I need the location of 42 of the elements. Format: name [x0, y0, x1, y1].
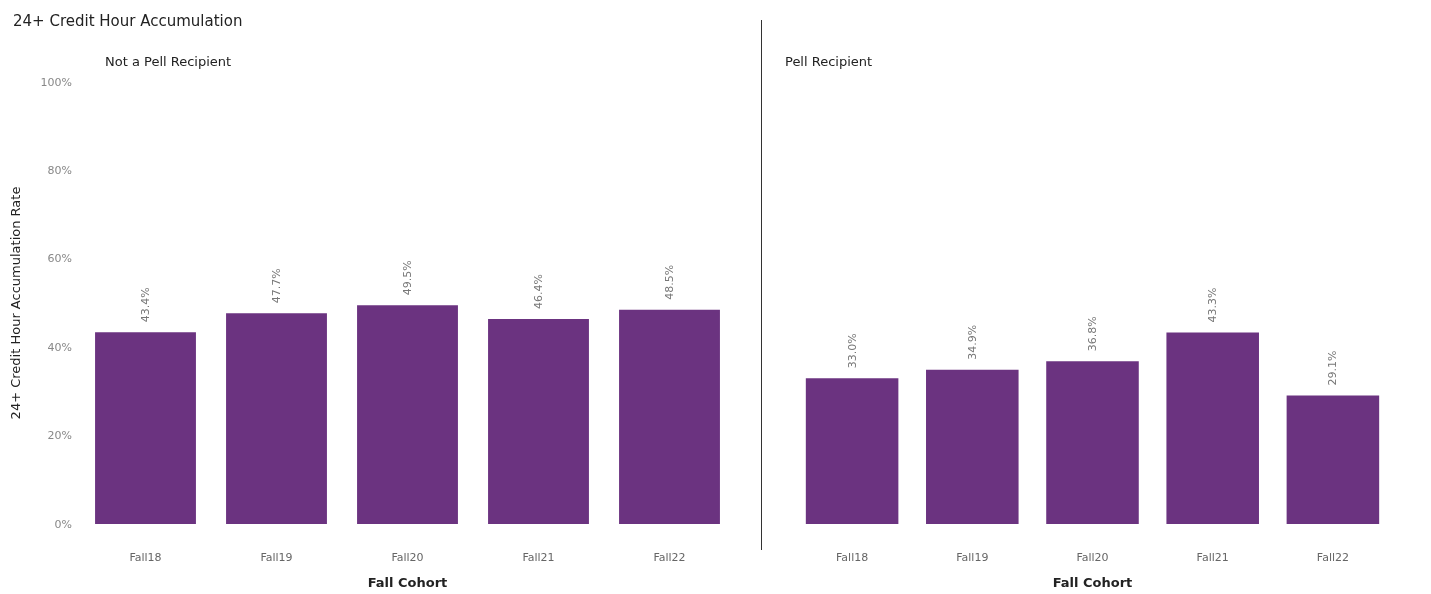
- y-tick-label: 80%: [47, 163, 72, 177]
- bar: [95, 332, 196, 524]
- chart-title: 24+ Credit Hour Accumulation: [13, 11, 243, 30]
- data-label: 36.8%: [1086, 316, 1099, 352]
- chart-subtitle: Pell Recipient: [785, 54, 873, 69]
- data-label: 48.5%: [663, 264, 676, 300]
- y-tick-label: 40%: [47, 340, 72, 354]
- x-axis-title: Fall Cohort: [1052, 575, 1133, 590]
- data-label: 34.9%: [965, 324, 979, 360]
- bar: [926, 369, 1019, 524]
- x-tick-label: Fall21: [522, 551, 555, 564]
- bar: [488, 318, 589, 524]
- bar: [619, 309, 720, 524]
- y-tick-label: 100%: [40, 75, 72, 89]
- bar: [226, 313, 327, 524]
- x-tick-label: Fall22: [1316, 551, 1349, 564]
- x-tick-label: Fall18: [129, 551, 162, 564]
- data-label: 43.3%: [1206, 287, 1220, 323]
- bar: [805, 378, 899, 524]
- x-tick-label: Fall20: [391, 551, 424, 564]
- x-tick-label: Fall22: [653, 551, 686, 564]
- x-axis-title: Fall Cohort: [367, 575, 448, 590]
- y-axis-title: 24+ Credit Hour Accumulation Rate: [8, 186, 23, 420]
- bar: [1286, 395, 1380, 524]
- data-label: 33.0%: [845, 333, 859, 369]
- y-tick-label: 0%: [54, 517, 72, 531]
- x-tick-label: Fall18: [836, 551, 869, 564]
- y-tick-label: 20%: [47, 429, 72, 443]
- x-tick-label: Fall20: [1076, 551, 1109, 564]
- y-tick-label: 60%: [47, 252, 72, 266]
- bar: [357, 305, 458, 524]
- x-tick-label: Fall21: [1196, 551, 1229, 564]
- data-label: 29.1%: [1326, 350, 1340, 386]
- chart-subtitle: Not a Pell Recipient: [105, 54, 232, 69]
- x-tick-label: Fall19: [260, 551, 293, 564]
- data-label: 49.5%: [401, 260, 414, 296]
- bar: [1166, 332, 1259, 524]
- x-tick-label: Fall19: [956, 551, 989, 564]
- data-label: 46.4%: [532, 273, 545, 309]
- bar: [1046, 361, 1139, 524]
- data-label: 43.4%: [139, 287, 152, 323]
- data-label: 47.7%: [270, 268, 283, 304]
